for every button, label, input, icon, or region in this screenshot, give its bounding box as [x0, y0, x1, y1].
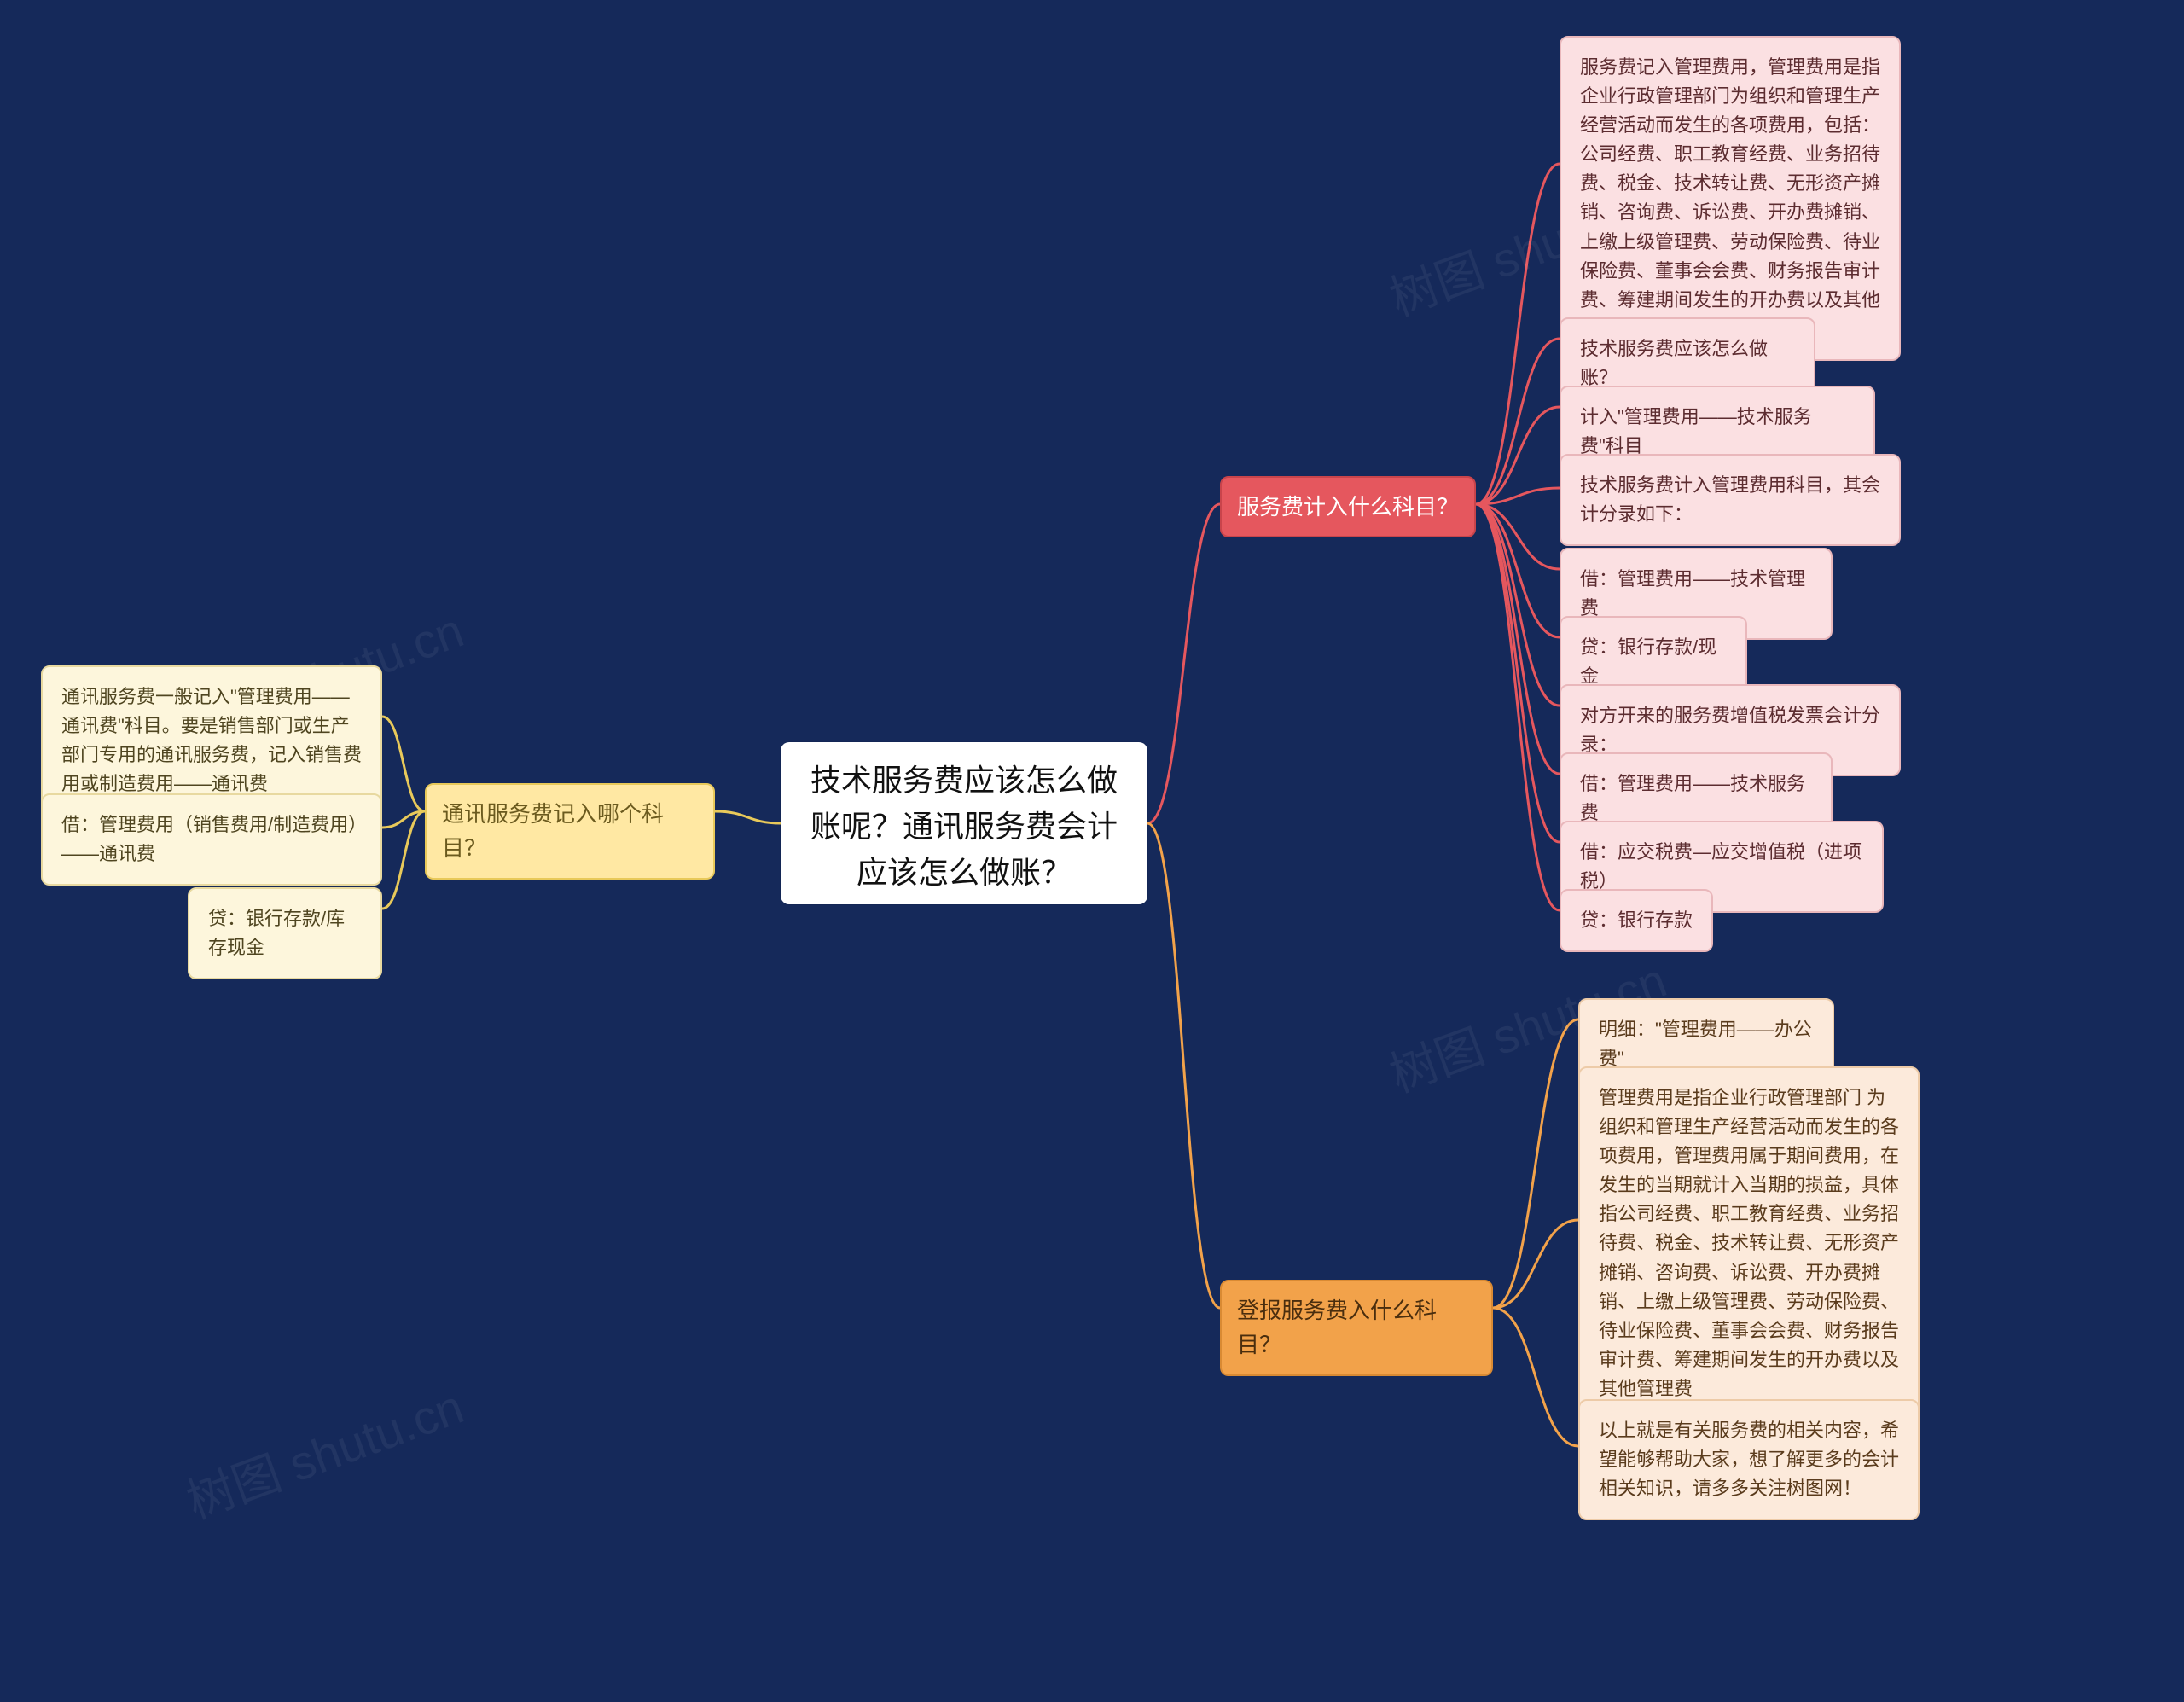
connector	[1476, 339, 1560, 504]
leaf-node[interactable]: 服务费记入管理费用，管理费用是指企业行政管理部门为组织和管理生产经营活动而发生的…	[1560, 36, 1901, 361]
connector	[1476, 504, 1560, 842]
connector	[1147, 823, 1220, 1308]
leaf-node[interactable]: 以上就是有关服务费的相关内容，希望能够帮助大家，想了解更多的会计相关知识，请多多…	[1578, 1399, 1920, 1520]
center-node[interactable]: 技术服务费应该怎么做账呢？通讯服务费会计应该怎么做账？	[781, 742, 1147, 904]
leaf-node[interactable]: 借：管理费用（销售费用/制造费用）——通讯费	[41, 793, 382, 886]
leaf-node[interactable]: 贷：银行存款	[1560, 889, 1713, 952]
connector	[1493, 1308, 1578, 1446]
connector	[1476, 504, 1560, 706]
connector	[382, 811, 425, 909]
connector	[382, 717, 425, 811]
connector	[1476, 504, 1560, 637]
connector	[1476, 407, 1560, 504]
connector	[1493, 1019, 1578, 1308]
connector	[1476, 504, 1560, 910]
connector	[1147, 504, 1220, 823]
connector	[1476, 504, 1560, 569]
connector	[715, 811, 781, 823]
leaf-node[interactable]: 技术服务费计入管理费用科目，其会计分录如下：	[1560, 454, 1901, 546]
branch-node[interactable]: 通讯服务费记入哪个科目？	[425, 783, 715, 880]
connector	[382, 811, 425, 828]
connector	[1476, 488, 1560, 504]
connector	[1493, 1220, 1578, 1308]
leaf-node[interactable]: 贷：银行存款/库存现金	[188, 887, 382, 979]
connector	[1476, 164, 1560, 504]
watermark: 树图 shutu.cn	[176, 1368, 472, 1532]
branch-node[interactable]: 登报服务费入什么科目？	[1220, 1280, 1493, 1376]
branch-node[interactable]: 服务费计入什么科目？	[1220, 476, 1476, 537]
leaf-node[interactable]: 管理费用是指企业行政管理部门 为组织和管理生产经营活动而发生的各项费用，管理费用…	[1578, 1066, 1920, 1420]
connector	[1476, 504, 1560, 774]
